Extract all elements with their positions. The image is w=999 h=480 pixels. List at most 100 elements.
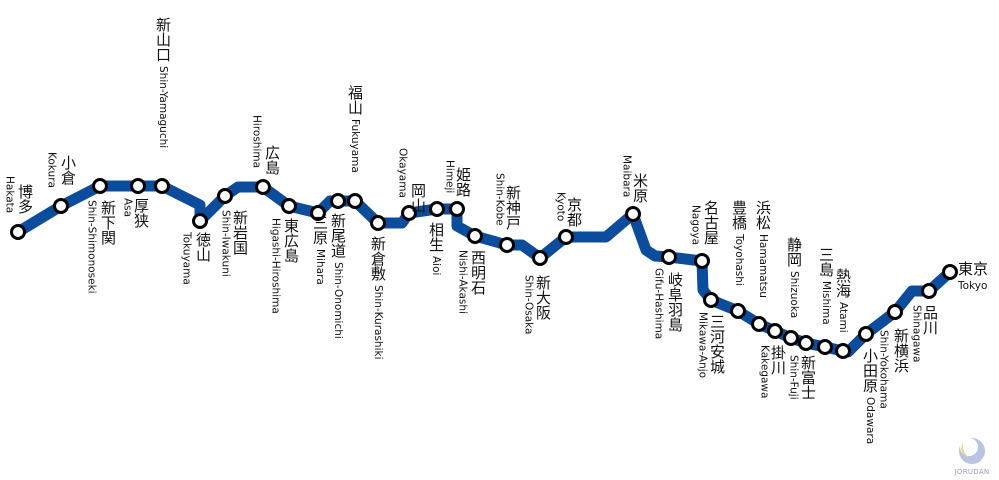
station-name-kanji-asa: 厚狭 — [132, 198, 150, 228]
station-marker-shinagawa[interactable] — [921, 283, 937, 299]
station-marker-shin-yamaguchi[interactable] — [154, 178, 170, 194]
station-marker-hakata[interactable] — [10, 224, 26, 240]
station-marker-hiroshima[interactable] — [255, 179, 271, 195]
station-name-romaji-kyoto: Kyoto — [554, 192, 567, 222]
station-marker-nagoya[interactable] — [694, 253, 710, 269]
station-name-kanji: 新倉敷 — [369, 236, 387, 281]
station-name-romaji-higashi-hiroshima: Higashi-Hiroshima — [269, 218, 282, 314]
station-marker-shin-kurashiki[interactable] — [370, 215, 386, 231]
station-marker-tokyo[interactable] — [942, 264, 958, 280]
station-name-kanji-nagoya: 名古屋 — [702, 200, 720, 245]
station-name-kanji: 福山 — [346, 85, 364, 115]
station-name-kanji-nishi-akashi: 西明石 — [469, 250, 487, 295]
station-name-romaji-hiroshima: Hiroshima — [250, 115, 263, 169]
station-marker-okayama[interactable] — [401, 205, 417, 221]
station-label-shizuoka: 静岡 Shizuoka — [785, 237, 803, 319]
station-name-romaji: Aioi — [430, 256, 442, 276]
station-marker-tokuyama[interactable] — [192, 213, 208, 229]
station-marker-hamamatsu[interactable] — [751, 316, 767, 332]
station-name-kanji: 小田原 — [861, 348, 879, 393]
station-name-romaji: Shin-Kurashiki — [372, 285, 384, 360]
station-name-romaji-kokura: Kokura — [45, 152, 58, 188]
station-marker-himeji[interactable] — [449, 201, 465, 217]
station-name-romaji: Toyohashi — [733, 234, 745, 286]
station-name-kanji-maibara: 米原 — [631, 173, 649, 203]
station-marker-mihara[interactable] — [310, 205, 326, 221]
station-name-romaji-tokyo: Tokyo — [958, 280, 988, 292]
station-name-romaji: Shin-Onomichi — [332, 262, 344, 339]
station-name-kanji-shinagawa: 品川 — [921, 305, 939, 335]
station-marker-odawara[interactable] — [858, 326, 874, 342]
station-marker-asa[interactable] — [130, 178, 146, 194]
station-marker-mishima[interactable] — [817, 339, 833, 355]
station-name-romaji-shin-yokohama: Shin-Yokohama — [877, 330, 890, 409]
station-name-kanji-shin-kobe: 新神戸 — [504, 185, 522, 230]
station-marker-shin-onomichi[interactable] — [330, 193, 346, 209]
station-name-kanji: 豊橋 — [730, 200, 748, 230]
station-name-romaji: Hamamatsu — [757, 234, 769, 298]
station-marker-toyohashi[interactable] — [730, 303, 746, 319]
station-name-romaji-himeji: Himeji — [443, 160, 456, 194]
station-name-kanji-okayama: 岡山 — [409, 183, 427, 213]
station-name-kanji: 熱海 — [834, 268, 852, 298]
station-label-fukuyama: 福山 Fukuyama — [346, 85, 364, 173]
station-marker-shin-shimonoseki[interactable] — [92, 178, 108, 194]
station-name-kanji-gifu-hashima: 岐阜羽島 — [666, 272, 684, 332]
station-name-kanji-mikawa-anjo: 三河安城 — [708, 314, 726, 374]
station-name-kanji-higashi-hiroshima: 東広島 — [282, 218, 300, 263]
station-marker-shin-osaka[interactable] — [532, 250, 548, 266]
station-name-kanji-kakegawa: 掛川 — [769, 345, 787, 375]
station-marker-kokura[interactable] — [53, 198, 69, 214]
logo-text: JORUDAN — [954, 468, 990, 476]
station-name-romaji-hakata: Hakata — [3, 176, 16, 214]
station-name-romaji-shin-kobe: Shin-Kobe — [493, 173, 506, 226]
station-name-kanji: 三島 — [817, 247, 835, 277]
crescent-icon — [959, 438, 985, 464]
station-name-kanji: 相生 — [427, 222, 445, 252]
station-label-aioi: 相生 Aioi — [427, 222, 445, 276]
station-marker-atami[interactable] — [835, 343, 851, 359]
station-label-shin-onomichi: 新尾道 Shin-Onomichi — [329, 213, 347, 339]
station-name-romaji: Mihara — [314, 249, 326, 285]
station-marker-shin-fuji[interactable] — [798, 335, 814, 351]
station-name-romaji-shinagawa: Shinagawa — [910, 305, 923, 363]
station-name-kanji-shin-shimonoseki: 新下関 — [99, 200, 117, 245]
station-name-romaji-maibara: Maibara — [620, 155, 633, 198]
station-name-romaji-kakegawa: Kakegawa — [758, 345, 771, 399]
station-marker-shin-iwakuni[interactable] — [217, 188, 233, 204]
station-marker-kyoto[interactable] — [558, 229, 574, 245]
station-marker-shizuoka[interactable] — [783, 330, 799, 346]
station-marker-mikawa-anjo[interactable] — [703, 292, 719, 308]
station-name-kanji: 新尾道 — [329, 213, 347, 258]
station-name-romaji-shin-osaka: Shin-Osaka — [522, 275, 535, 335]
station-name-kanji-hakata: 博多 — [16, 184, 34, 214]
station-label-mishima: 三島 Mishima — [817, 247, 835, 325]
station-name-kanji-kyoto: 京都 — [565, 197, 583, 227]
station-marker-gifu-hashima[interactable] — [661, 249, 677, 265]
station-name-kanji: 浜松 — [754, 200, 772, 230]
station-marker-fukuyama[interactable] — [347, 193, 363, 209]
station-name-romaji: Fukuyama — [349, 119, 361, 173]
station-name-romaji-tokuyama: Tokuyama — [180, 232, 193, 285]
station-name-kanji: 三原 — [311, 215, 329, 245]
station-marker-higashi-hiroshima[interactable] — [281, 198, 297, 214]
station-name-kanji-hiroshima: 広島 — [263, 145, 281, 175]
station-name-kanji-shin-yokohama: 新横浜 — [892, 328, 910, 373]
station-name-romaji-mikawa-anjo: Mikawa-Anjo — [696, 312, 709, 379]
station-name-romaji-shin-shimonoseki: Shin-Shimonoseki — [85, 200, 98, 294]
station-marker-kakegawa[interactable] — [767, 323, 783, 339]
station-name-kanji-himeji: 姫路 — [454, 167, 472, 197]
station-label-mihara: 三原 Mihara — [311, 215, 329, 285]
station-name-romaji: Odawara — [864, 397, 876, 445]
station-marker-aioi[interactable] — [429, 201, 445, 217]
station-marker-nishi-akashi[interactable] — [467, 228, 483, 244]
station-name-romaji: Shizuoka — [788, 271, 800, 319]
station-name-romaji: Shin-Yamaguchi — [157, 66, 169, 149]
station-name-romaji-gifu-hashima: Gifu-Hashima — [652, 268, 665, 340]
station-name-kanji-tokuyama: 徳山 — [194, 232, 212, 262]
station-marker-shin-kobe[interactable] — [499, 237, 515, 253]
station-name-kanji-shin-iwakuni: 新岩国 — [231, 210, 249, 255]
station-marker-maibara[interactable] — [625, 206, 641, 222]
station-marker-shin-yokohama[interactable] — [887, 304, 903, 320]
